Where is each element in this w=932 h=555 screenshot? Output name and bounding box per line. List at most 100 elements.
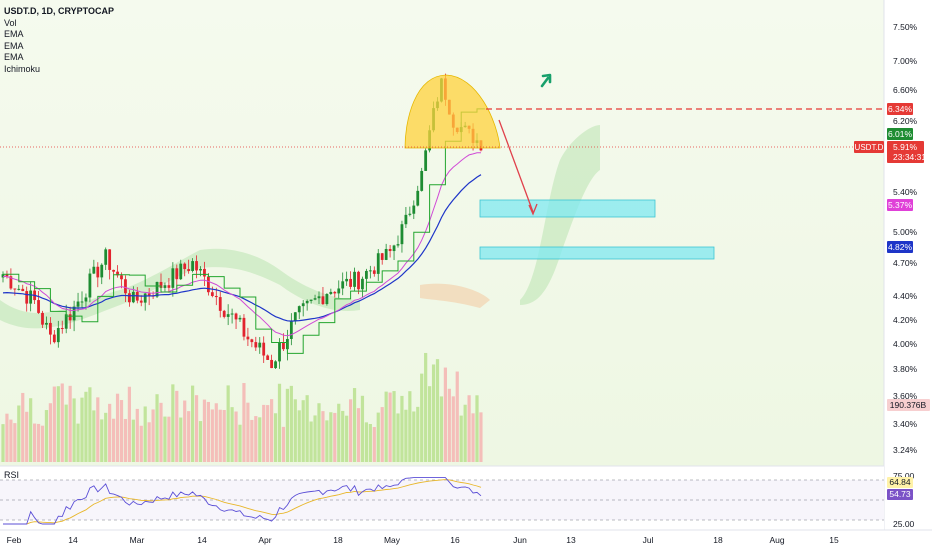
volume-bar <box>183 400 187 462</box>
candle-body <box>400 224 404 245</box>
volume-bar <box>48 403 52 462</box>
volume-bar <box>317 403 321 462</box>
candle-body <box>329 291 333 294</box>
indicator-ema-1[interactable]: EMA <box>4 29 24 39</box>
volume-bar <box>234 411 238 462</box>
volume-bar <box>321 411 325 462</box>
price-tick-label: 4.40% <box>893 291 918 301</box>
candle-body <box>337 288 341 294</box>
candle-body <box>404 214 408 225</box>
volume-bar <box>17 405 21 462</box>
candle-body <box>80 301 84 303</box>
volume-bar <box>72 398 76 462</box>
time-tick-label: 18 <box>333 535 343 545</box>
volume-bar <box>238 424 242 462</box>
candle-body <box>195 261 198 271</box>
volume-bar <box>25 411 29 462</box>
rsi-lower-badge-text: 54.73 <box>889 489 911 499</box>
rsi-ma-line <box>3 479 482 525</box>
price-tick-label: 4.20% <box>893 315 918 325</box>
volume-bar <box>313 415 317 462</box>
plot-background <box>0 0 884 466</box>
candle-body <box>368 270 372 272</box>
candle-body <box>258 342 262 348</box>
candle-body <box>278 342 281 362</box>
indicator-ema-3[interactable]: EMA <box>4 52 24 62</box>
ema-slow-badge-text: 4.82% <box>888 242 913 252</box>
candle-body <box>52 334 56 343</box>
candle-body <box>301 303 305 307</box>
volume-bar <box>187 411 191 462</box>
volume-bar <box>329 412 333 462</box>
candle-body <box>108 249 112 270</box>
volume-bar <box>1 424 5 462</box>
price-tick-label: 3.24% <box>893 445 918 455</box>
volume-bar <box>392 391 396 462</box>
candle-body <box>380 253 384 260</box>
candle-body <box>274 361 277 369</box>
candle-body <box>187 269 191 271</box>
price-tick-label: 5.00% <box>893 227 918 237</box>
ema-fast-badge-text: 5.37% <box>888 200 913 210</box>
indicator-ichimoku[interactable]: Ichimoku <box>4 63 41 74</box>
volume-bar <box>309 421 313 462</box>
volume-bar <box>226 385 230 462</box>
ema-fast-badge: 5.37% <box>887 199 913 211</box>
volume-bar <box>92 410 96 462</box>
candle-body <box>203 268 206 277</box>
volume-badge: 190.376B <box>887 399 930 411</box>
volume-bar <box>13 423 17 462</box>
volume-bar <box>84 391 88 462</box>
volume-bar <box>127 386 131 462</box>
price-tick-label: 3.40% <box>893 419 918 429</box>
volume-bar <box>273 413 278 462</box>
last-price-badge: 5.91% 23:34:31 <box>887 141 926 163</box>
candle-body <box>41 312 44 325</box>
volume-bar <box>230 407 234 462</box>
volume-bar <box>364 422 368 462</box>
rsi-line <box>3 477 482 525</box>
candle-body <box>29 290 33 304</box>
indicator-ema-2[interactable]: EMA <box>4 40 24 51</box>
candle-body <box>372 270 376 274</box>
indicator-vol[interactable]: Vol <box>4 17 17 28</box>
volume-bar <box>210 409 214 462</box>
target-zone-2[interactable] <box>479 246 715 260</box>
candle-body <box>1 274 5 278</box>
chart-legend: USDT.D, 1D, CRYPTOCAP Vol EMA EMA EMA Ic… <box>4 6 114 75</box>
volume-bar <box>412 411 416 462</box>
symbol-title[interactable]: USDT.D, 1D, CRYPTOCAP <box>4 6 115 16</box>
candle-body <box>242 317 246 337</box>
candle-body <box>424 150 428 171</box>
volume-bar <box>400 395 404 462</box>
candle-body <box>207 276 210 293</box>
volume-bar <box>202 399 207 462</box>
volume-bar <box>368 423 372 462</box>
ichimoku-base-line <box>3 108 485 354</box>
target-zone-1[interactable] <box>479 199 656 218</box>
candle-body <box>230 313 234 315</box>
top-dome-highlight <box>404 74 501 149</box>
volume-bar <box>352 388 357 462</box>
rsi-label[interactable]: RSI <box>4 470 20 480</box>
volume-bar <box>222 410 226 462</box>
volume-bar <box>254 416 258 462</box>
resistance-badge: 6.34% <box>887 103 913 115</box>
candle-body <box>412 205 416 214</box>
volume-bar <box>88 387 92 462</box>
candle-body <box>305 300 309 304</box>
candle-body <box>139 300 143 303</box>
candle-body <box>72 306 76 321</box>
candle-body <box>56 328 60 343</box>
time-tick-label: 16 <box>450 535 460 545</box>
candle-body <box>64 314 68 329</box>
volume-bar <box>112 418 116 462</box>
candle-body <box>309 299 313 301</box>
volume-bar <box>289 385 293 462</box>
candle-body <box>376 253 380 274</box>
candle-body <box>345 278 349 282</box>
volume-bar <box>100 419 104 462</box>
candle-body <box>5 274 9 277</box>
